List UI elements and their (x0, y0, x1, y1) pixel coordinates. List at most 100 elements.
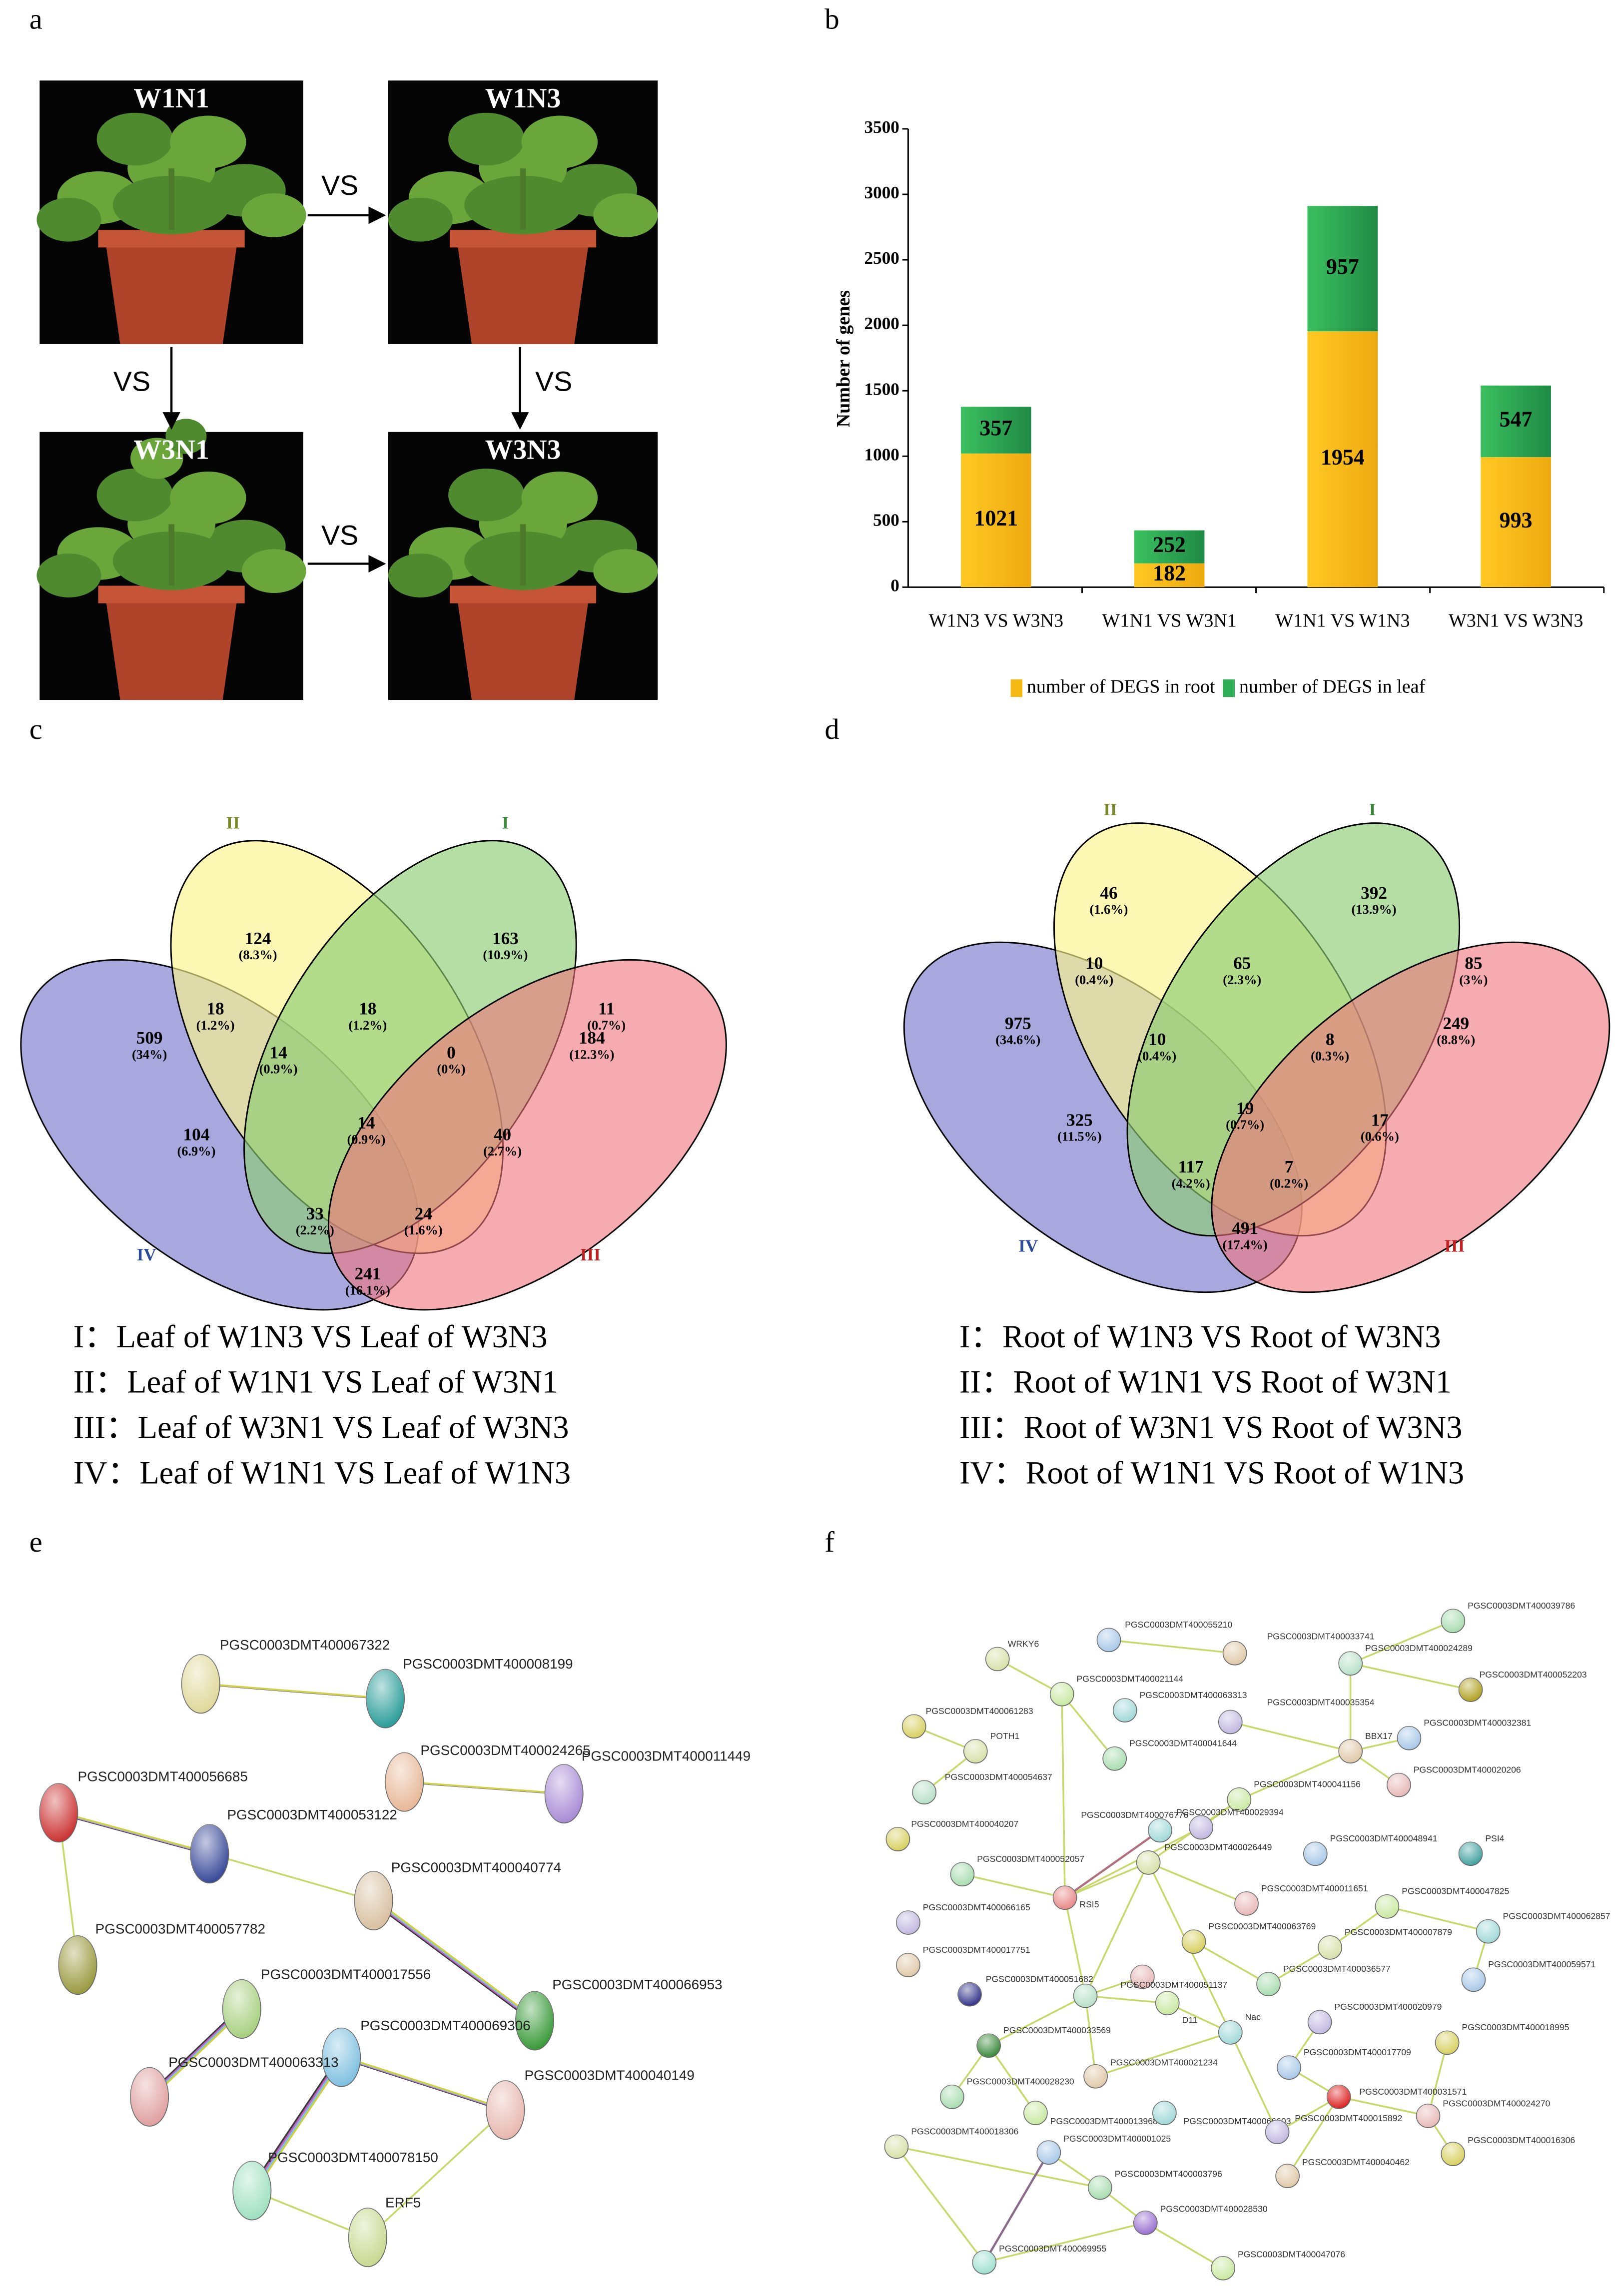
region-percent: (0.6%) (1361, 1129, 1399, 1144)
node-label: POTH1 (990, 1731, 1020, 1741)
node-label: PGSC0003DMT400035354 (1267, 1698, 1375, 1708)
region-percent: (0.4%) (1138, 1048, 1176, 1063)
node-shine (977, 2034, 1001, 2058)
node-label: PGSC0003DMT400041644 (1129, 1738, 1237, 1748)
legend-swatch (1223, 679, 1235, 697)
region-percent: (0.2%) (1270, 1175, 1308, 1190)
node-shine (1148, 1818, 1172, 1842)
region-percent: (2.3%) (1223, 972, 1261, 987)
node-shine (1088, 2176, 1112, 2200)
node-label: PGSC0003DMT400069306 (360, 2018, 530, 2033)
venn (903, 822, 1611, 1293)
node-shine (1339, 1739, 1363, 1763)
region-count: 184 (579, 1028, 605, 1048)
photo-label: W3N3 (485, 434, 561, 465)
edge (1108, 1639, 1235, 1654)
edge (1193, 1941, 1269, 1985)
node-shine (1152, 2101, 1176, 2125)
legend-line: II：Leaf of W1N1 VS Leaf of W3N1 (73, 1364, 558, 1400)
set-label: IV (137, 1245, 156, 1264)
node-label: PGSC0003DMT400040774 (391, 1859, 561, 1875)
node-label: PGSC0003DMT400024289 (1365, 1643, 1473, 1653)
edge (984, 2222, 1146, 2264)
edge (997, 1658, 1063, 1695)
node-shine (1462, 1968, 1486, 1992)
node-shine (1189, 1815, 1213, 1839)
region-percent: (1.6%) (404, 1222, 443, 1237)
node-shine (1053, 1886, 1077, 1910)
region-count: 249 (1443, 1014, 1469, 1033)
edge (1148, 1861, 1247, 1905)
edge (962, 1873, 1065, 1899)
node-shine (1130, 1965, 1154, 1989)
edge (374, 1900, 537, 2022)
node-shine (1223, 1641, 1247, 1665)
region-count: 117 (1178, 1157, 1204, 1176)
edge (1350, 1620, 1454, 1665)
region-count: 18 (359, 999, 376, 1019)
pot (105, 241, 237, 344)
region-count: 975 (1005, 1014, 1031, 1033)
node-shine (181, 1655, 220, 1714)
node-label: PGSC0003DMT400011449 (582, 1748, 751, 1764)
x-tick-label: W1N1 VS W1N3 (1275, 610, 1410, 631)
edge (1338, 2096, 1429, 2117)
node-shine (1416, 2104, 1440, 2128)
edge (1084, 1862, 1149, 1996)
node-label: PGSC0003DMT400018995 (1462, 2022, 1569, 2032)
node-label: WRKY6 (1008, 1639, 1039, 1649)
region-percent: (0.7%) (587, 1018, 626, 1033)
legend-line: I：Root of W1N3 VS Root of W3N3 (959, 1319, 1441, 1354)
node-label: PGSC0003DMT400067322 (220, 1637, 390, 1653)
edge (367, 2109, 506, 2239)
node-label: PGSC0003DMT400017556 (261, 1966, 431, 1982)
region-count: 7 (1285, 1157, 1294, 1176)
region-percent: (34.6%) (995, 1032, 1040, 1047)
node-shine (1136, 1850, 1160, 1874)
region-percent: (13.9%) (1351, 902, 1396, 917)
legend-line: III：Root of W3N1 VS Root of W3N3 (959, 1410, 1462, 1445)
node-label: PGSC0003DMT400018306 (911, 2126, 1018, 2136)
value-label: 252 (1153, 533, 1186, 557)
node-shine (1182, 1930, 1206, 1954)
edge (251, 2190, 368, 2239)
bar (960, 407, 1031, 454)
node-label: RSI5 (1079, 1899, 1099, 1909)
pot (457, 241, 589, 344)
node-shine (1276, 2164, 1300, 2188)
node-shine (972, 2251, 996, 2275)
legend-swatch (1010, 679, 1023, 697)
network: PGSC0003DMT400067322 PGSC0003DMT400008199… (39, 1637, 751, 2268)
leaf (521, 115, 598, 169)
edge (1064, 1826, 1202, 1899)
node-label: PGSC0003DMT400008199 (403, 1656, 573, 1672)
node-label: PGSC0003DMT400053122 (227, 1807, 397, 1822)
pot (105, 597, 237, 700)
node-label: PGSC0003DMT400024270 (1443, 2099, 1550, 2109)
set-label: II (226, 813, 240, 832)
region-percent: (16.1%) (345, 1282, 390, 1297)
node-label: PGSC0003DMT400001025 (1063, 2134, 1171, 2144)
set-label: I (502, 813, 509, 832)
region-percent: (34%) (132, 1047, 167, 1062)
edge (1230, 1721, 1351, 1752)
node-shine (545, 1764, 583, 1823)
legend-line: I：Leaf of W1N3 VS Leaf of W3N3 (73, 1319, 548, 1354)
x-tick-label: W1N1 VS W3N1 (1102, 610, 1236, 631)
leaf (521, 471, 598, 525)
leaf (448, 112, 525, 166)
node-label: PGSC0003DMT400020206 (1414, 1764, 1521, 1774)
panel-label: b (824, 2, 839, 35)
node-shine (1113, 1699, 1137, 1722)
node-shine (385, 1752, 424, 1811)
node-label: BBX17 (1365, 1731, 1393, 1741)
node-label: PGSC0003DMT400052057 (977, 1854, 1084, 1864)
edge (895, 2146, 985, 2263)
leaf (593, 549, 658, 593)
set-label: II (1103, 800, 1117, 819)
node-shine (886, 1827, 910, 1851)
node-shine (958, 1982, 982, 2006)
node-shine (1303, 1842, 1327, 1866)
node-label: PGSC0003DMT400026449 (1164, 1842, 1272, 1852)
